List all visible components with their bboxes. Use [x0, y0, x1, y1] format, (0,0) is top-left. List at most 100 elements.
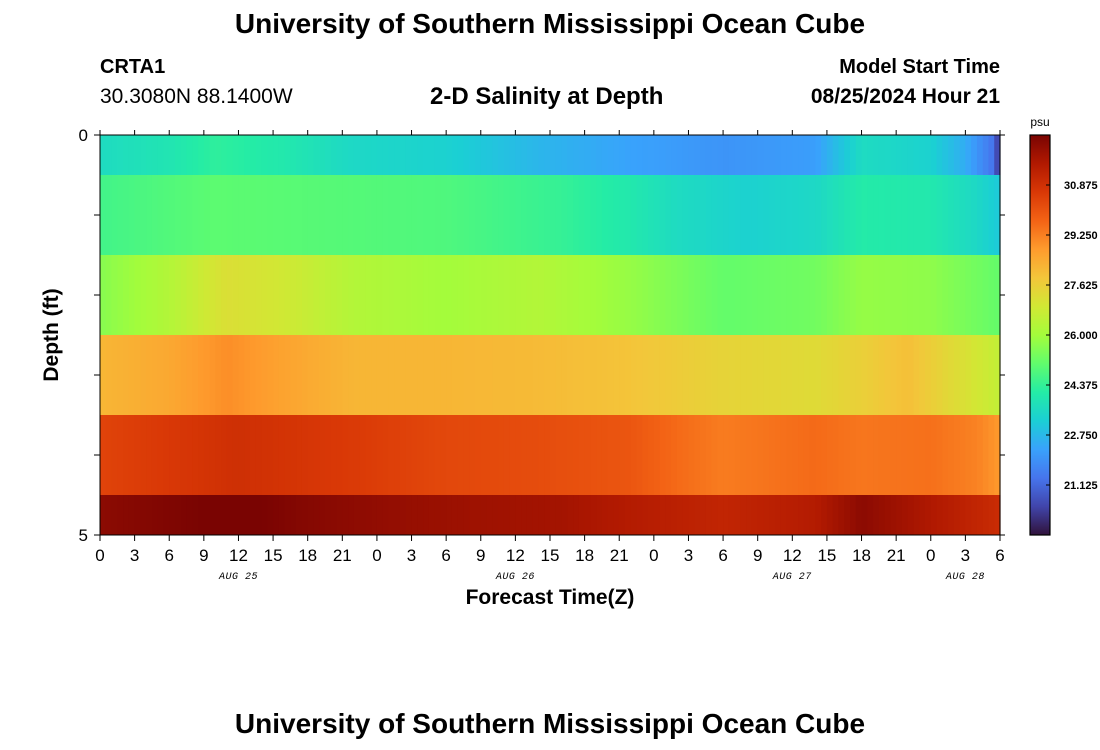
heatmap-cell — [371, 415, 378, 495]
heatmap-cell — [198, 415, 205, 495]
heatmap-cell — [100, 495, 107, 535]
heatmap-cell — [463, 135, 470, 175]
heatmap-cell — [821, 335, 828, 415]
heatmap-cell — [261, 135, 268, 175]
heatmap-cell — [250, 495, 257, 535]
heatmap-cell — [711, 175, 718, 255]
heatmap-cell — [619, 255, 626, 335]
heatmap-cell — [953, 335, 961, 415]
heatmap-cell — [873, 415, 880, 495]
heatmap-cell — [215, 175, 222, 255]
heatmap-cell — [365, 495, 372, 535]
heatmap-cell — [896, 415, 903, 495]
heatmap-cell — [342, 135, 349, 175]
heatmap-cell — [861, 415, 868, 495]
heatmap-cell — [203, 255, 211, 335]
heatmap-cell — [348, 335, 355, 415]
heatmap-cell — [359, 135, 366, 175]
heatmap-cell — [238, 415, 245, 495]
heatmap-cell — [873, 495, 880, 535]
x-tick-label: 18 — [852, 546, 871, 565]
heatmap-cell — [296, 335, 303, 415]
heatmap-cell — [625, 415, 632, 495]
heatmap-cell — [226, 255, 234, 335]
heatmap-cell — [775, 495, 782, 535]
heatmap-cell — [953, 175, 961, 255]
heatmap-cell — [688, 255, 695, 335]
heatmap-cell — [901, 175, 909, 255]
heatmap-cell — [982, 135, 990, 175]
heatmap-cell — [301, 135, 309, 175]
x-tick-label: 12 — [506, 546, 525, 565]
heatmap-cell — [117, 255, 124, 335]
heatmap-cell — [105, 495, 113, 535]
heatmap-cell — [838, 135, 845, 175]
heatmap-cell — [100, 175, 107, 255]
heatmap-cell — [238, 255, 245, 335]
heatmap-cell — [671, 255, 678, 335]
heatmap-cell — [676, 175, 684, 255]
heatmap-cell — [123, 255, 130, 335]
heatmap-cell — [394, 335, 401, 415]
heatmap-cell — [636, 495, 643, 535]
heatmap-cell — [763, 175, 770, 255]
heatmap-cell — [526, 135, 534, 175]
heatmap-cell — [711, 495, 718, 535]
heatmap-cell — [607, 335, 615, 415]
heatmap-cell — [105, 255, 113, 335]
heatmap-cell — [532, 135, 540, 175]
heatmap-cell — [446, 415, 453, 495]
heatmap-cell — [590, 175, 597, 255]
heatmap-cell — [175, 175, 182, 255]
heatmap-cell — [532, 335, 540, 415]
heatmap-cell — [803, 495, 811, 535]
heatmap-cell — [896, 135, 903, 175]
heatmap-cell — [838, 175, 845, 255]
heatmap-cell — [325, 175, 332, 255]
heatmap-cell — [896, 175, 903, 255]
axes: 0 3 6 9 12 15 18 21 0 3 6 9 12 15 18 21 0 3 6 9 12 15 18 21 0 3 6A… — [79, 126, 1005, 583]
heatmap-cell — [705, 175, 713, 255]
heatmap-cell — [463, 175, 470, 255]
heatmap-cell — [411, 495, 418, 535]
heatmap-cell — [613, 495, 620, 535]
heatmap-cell — [653, 415, 661, 495]
heatmap-cell — [642, 335, 649, 415]
heatmap-cell — [936, 135, 943, 175]
heatmap-cell — [763, 495, 770, 535]
heatmap-cell — [325, 335, 332, 415]
heatmap-cell — [515, 255, 522, 335]
heatmap-cell — [226, 415, 234, 495]
heatmap-cell — [128, 415, 136, 495]
heatmap-cell — [596, 335, 603, 415]
heatmap-cell — [486, 335, 493, 415]
heatmap-cell — [515, 415, 522, 495]
heatmap-cell — [157, 335, 165, 415]
heatmap-cell — [388, 255, 395, 335]
y-axis-label: Depth (ft) — [40, 288, 63, 381]
heatmap-cell — [290, 495, 297, 535]
heatmap-cell — [134, 415, 141, 495]
colorbar-tick-label: 22.750 — [1064, 430, 1098, 442]
heatmap-cell — [578, 175, 586, 255]
heatmap-cell — [319, 495, 326, 535]
heatmap-cell — [682, 415, 690, 495]
heatmap-cell — [394, 495, 401, 535]
heatmap-cell — [215, 135, 222, 175]
heatmap-cell — [365, 255, 372, 335]
heatmap-cell — [953, 495, 961, 535]
heatmap-cell — [884, 335, 891, 415]
heatmap-cell — [919, 255, 926, 335]
heatmap-cell — [671, 415, 678, 495]
heatmap-cell — [313, 415, 320, 495]
heatmap-cell — [867, 255, 874, 335]
heatmap-cell — [965, 335, 972, 415]
heatmap-cell — [717, 495, 724, 535]
heatmap-cell — [636, 175, 643, 255]
heatmap-cell — [521, 415, 528, 495]
heatmap-cell — [498, 495, 505, 535]
heatmap-cell — [705, 255, 713, 335]
station-coordinates: 30.3080N 88.1400W — [100, 85, 293, 108]
heatmap-cell — [400, 175, 407, 255]
x-tick-label: 3 — [130, 546, 139, 565]
